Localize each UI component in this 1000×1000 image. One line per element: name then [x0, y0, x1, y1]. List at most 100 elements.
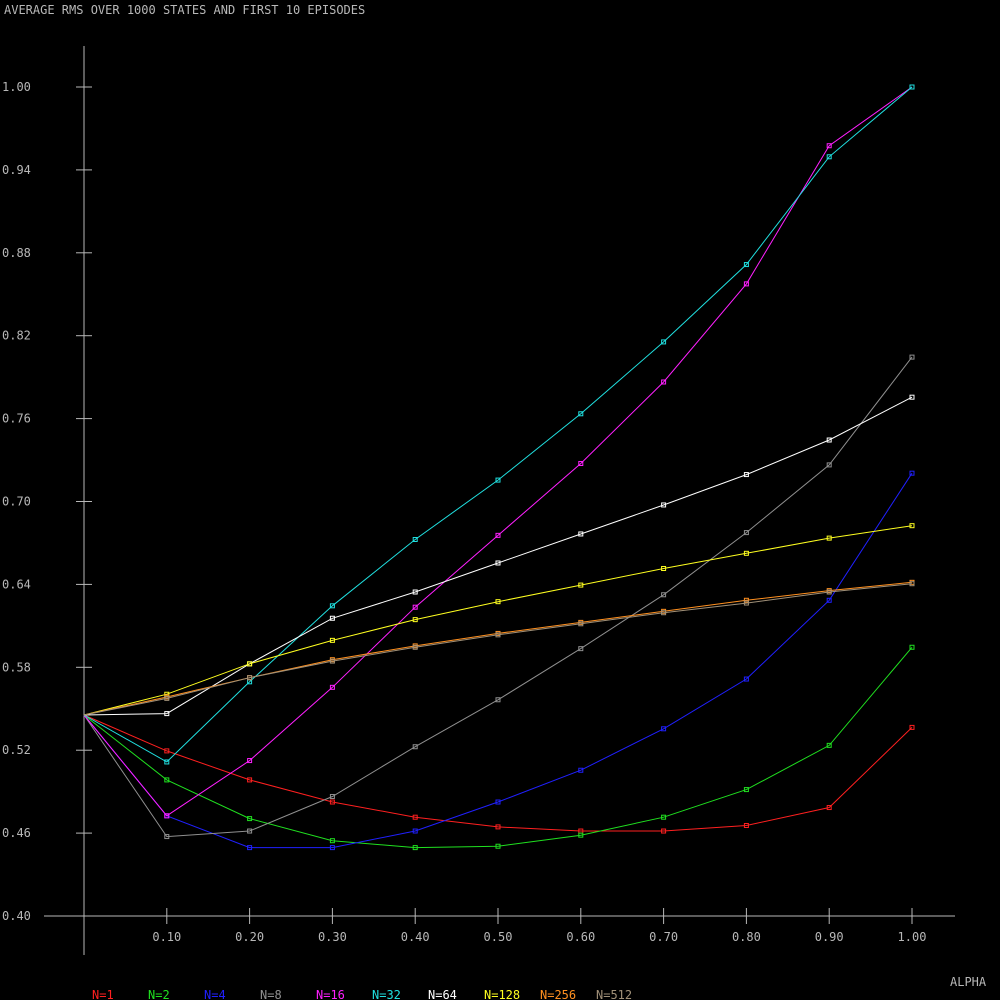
series-line: [83, 86, 913, 763]
data-point: [661, 592, 667, 598]
series-n-32: [83, 84, 915, 765]
chart-title: AVERAGE RMS OVER 1000 STATES AND FIRST 1…: [4, 3, 365, 17]
data-point: [743, 600, 749, 606]
data-point: [909, 84, 915, 90]
y-tick-label: 0.88: [2, 246, 31, 260]
series-line: [83, 714, 913, 832]
data-point: [412, 814, 418, 820]
series-n-16: [83, 84, 915, 819]
x-axis-label: ALPHA: [950, 975, 987, 989]
series-line: [83, 356, 913, 838]
data-point: [495, 560, 501, 566]
series-n-8: [83, 354, 915, 840]
data-point: [495, 799, 501, 805]
data-point: [578, 767, 584, 773]
data-point: [661, 502, 667, 508]
data-point: [495, 532, 501, 538]
y-axis-ticks: 1.00 0.94 0.88 0.82 0.76 0.70 0.64 0.58 0.52 0.46…: [2, 80, 92, 923]
data-point: [495, 632, 501, 638]
plot-area: [83, 84, 915, 851]
data-point: [826, 805, 832, 811]
data-point: [495, 697, 501, 703]
series-line: [83, 396, 913, 716]
y-tick-label: 0.46: [2, 826, 31, 840]
data-point: [826, 589, 832, 595]
data-point: [329, 845, 335, 851]
data-point: [578, 832, 584, 838]
series-n-128: [83, 523, 915, 716]
data-point: [578, 621, 584, 627]
data-point: [743, 597, 749, 603]
data-point: [661, 379, 667, 385]
data-point: [329, 615, 335, 621]
data-point: [826, 437, 832, 443]
series-n-4: [83, 470, 915, 851]
data-point: [164, 748, 170, 754]
x-tick-label: 1.00: [898, 930, 927, 944]
data-point: [743, 823, 749, 829]
data-point: [909, 394, 915, 400]
data-point: [826, 597, 832, 603]
data-point: [743, 262, 749, 268]
data-point: [743, 676, 749, 682]
data-point: [247, 675, 253, 681]
data-point: [578, 461, 584, 467]
legend-entry: N=8: [260, 988, 282, 1000]
data-point: [661, 828, 667, 834]
data-point: [909, 581, 915, 587]
data-point: [495, 824, 501, 830]
series-line: [83, 472, 913, 849]
legend-entry: N=512: [596, 988, 632, 1000]
series-line: [83, 86, 913, 817]
data-point: [578, 582, 584, 588]
data-point: [164, 834, 170, 840]
y-tick-label: 0.94: [2, 163, 31, 177]
data-point: [329, 838, 335, 844]
data-point: [412, 845, 418, 851]
data-point: [743, 787, 749, 793]
data-point: [412, 828, 418, 834]
data-point: [164, 813, 170, 819]
series-line: [83, 525, 913, 716]
data-point: [247, 816, 253, 822]
y-tick-label: 0.64: [2, 577, 31, 591]
data-point: [247, 758, 253, 764]
legend-entry: N=256: [540, 988, 576, 1000]
series-n-1: [83, 714, 915, 834]
data-point: [495, 599, 501, 605]
data-point: [743, 281, 749, 287]
y-tick-label: 0.76: [2, 412, 31, 426]
data-point: [329, 799, 335, 805]
x-tick-label: 0.30: [318, 930, 347, 944]
data-point: [661, 566, 667, 572]
data-point: [329, 658, 335, 664]
y-tick-label: 0.82: [2, 329, 31, 343]
x-tick-label: 0.40: [401, 930, 430, 944]
data-point: [247, 828, 253, 834]
data-point: [247, 777, 253, 783]
x-tick-label: 0.90: [815, 930, 844, 944]
data-point: [661, 726, 667, 732]
legend-entry: N=1: [92, 988, 114, 1000]
y-tick-label: 0.40: [2, 909, 31, 923]
data-point: [495, 843, 501, 849]
data-point: [909, 354, 915, 360]
x-tick-label: 0.60: [566, 930, 595, 944]
legend-entry: N=4: [204, 988, 226, 1000]
legend-entry: N=16: [316, 988, 345, 1000]
data-point: [909, 523, 915, 529]
legend-entry: N=32: [372, 988, 401, 1000]
x-tick-label: 0.80: [732, 930, 761, 944]
data-point: [826, 143, 832, 149]
x-tick-label: 0.70: [649, 930, 678, 944]
series-line: [83, 646, 913, 849]
data-point: [329, 637, 335, 643]
x-tick-label: 0.50: [484, 930, 513, 944]
data-point: [826, 535, 832, 541]
series-n-256: [83, 579, 915, 716]
data-point: [329, 684, 335, 690]
series-n-2: [83, 644, 915, 851]
data-point: [826, 742, 832, 748]
x-axis-ticks: 0.10 0.20 0.30 0.40 0.50 0.60 0.70 0.80 0.90 1.00: [152, 908, 926, 944]
